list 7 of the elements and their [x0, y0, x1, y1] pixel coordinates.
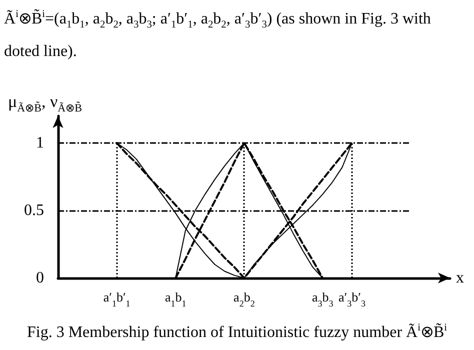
y-tick-label: 0.5 — [24, 202, 44, 219]
y-tick-label: 1 — [36, 134, 44, 152]
y-tick-label: 0 — [36, 270, 44, 286]
x-axis-title: x — [456, 270, 464, 286]
chart-title: Ã$^{i}$⊗B̃$^{i}$=(a$_{1}$b$_{1}$, a$_{2}$b$_{2}$, a$_{3}$b$_{3}$; a′$_{1}$b′$_{1}$, a$_{2}$b$_{2}$, a′$_{3}$b′$_{3}$) (as shown in Fig. 3 with doted line). — [4, 9, 431, 60]
caption: Fig. 3 Membership function of Intuitionistic fuzzy number Ã$^{i}$⊗B̃$^{i}$ — [26, 322, 448, 342]
y-axis-title: μ$_{Ã⊗B̃}$, ν$_{Ã⊗B̃}$ — [8, 92, 82, 114]
